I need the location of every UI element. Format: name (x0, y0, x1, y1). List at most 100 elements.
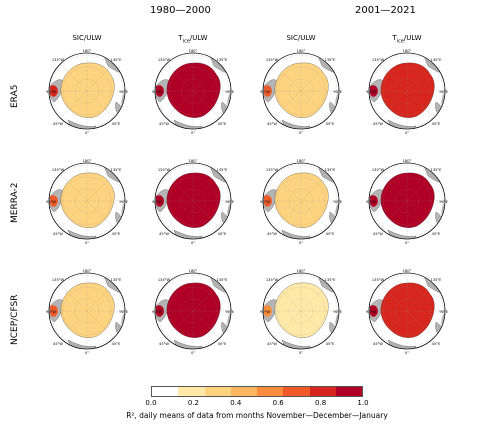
meridian-label: 135°E (325, 58, 337, 62)
map-panel-3-3: 180° 135°W 135°E 90°W 90°E 45°W 45°E 0° (256, 266, 346, 356)
land-mass (173, 339, 203, 349)
meridian-label: 135°W (372, 168, 385, 172)
colorbar-tick: 0.2 (187, 399, 199, 407)
r2-field (380, 282, 435, 338)
meridian-label: 0° (191, 241, 195, 245)
colorbar-tick: 0.8 (315, 399, 327, 407)
meridian-label: 135°E (431, 58, 443, 62)
meridian-label: 180° (189, 159, 198, 163)
map-panel-2-2: 180° 135°W 135°E 90°W 90°E 45°W 45°E 0° (148, 156, 238, 246)
land-mass (67, 119, 97, 129)
map-border (154, 52, 232, 130)
meridian-label: 45°W (53, 342, 63, 346)
colorbar-tick: 0.6 (272, 399, 284, 407)
colorbar (151, 386, 363, 397)
meridian-label: 90°E (439, 90, 448, 94)
map-border (368, 162, 446, 240)
meridian-label: 45°E (326, 342, 335, 346)
map-panel-1-3: 180° 135°W 135°E 90°W 90°E 45°W 45°E 0° (256, 46, 346, 136)
meridian-label: 90°W (366, 90, 376, 94)
meridian-label: 0° (405, 131, 409, 135)
meridian-label: 45°E (326, 232, 335, 236)
colorbar-segment (152, 387, 179, 396)
polar-map: 180° 135°W 135°E 90°W 90°E 45°W 45°E 0° (260, 159, 343, 245)
meridian-label: 45°E (432, 122, 441, 126)
graticule-meridian (166, 64, 220, 118)
meridian-label: 45°W (267, 232, 277, 236)
meridian-label: 90°W (46, 200, 56, 204)
land-mass (281, 229, 311, 239)
land-mass (281, 119, 311, 129)
map-panel-2-1: 180° 135°W 135°E 90°W 90°E 45°W 45°E 0° (42, 156, 132, 246)
meridian-label: 180° (297, 159, 306, 163)
meridian-label: 90°E (225, 200, 234, 204)
map-panel-3-1: 180° 135°W 135°E 90°W 90°E 45°W 45°E 0° (42, 266, 132, 356)
r2-field (166, 172, 221, 228)
map-border (48, 162, 126, 240)
map-panel-2-3: 180° 135°W 135°E 90°W 90°E 45°W 45°E 0° (256, 156, 346, 246)
map-border (262, 52, 340, 130)
meridian-label: 180° (189, 49, 198, 53)
meridian-label: 90°W (366, 310, 376, 314)
meridian-label: 45°E (218, 342, 227, 346)
polar-map: 180° 135°W 135°E 90°W 90°E 45°W 45°E 0° (260, 49, 343, 135)
polar-map: 180° 135°W 135°E 90°W 90°E 45°W 45°E 0° (366, 159, 449, 245)
meridian-label: 135°W (266, 58, 279, 62)
meridian-label: 90°E (119, 200, 128, 204)
colorbar-segment (230, 387, 257, 396)
meridian-label: 135°W (52, 168, 65, 172)
meridian-label: 180° (403, 159, 412, 163)
map-panel-2-4: 180° 135°W 135°E 90°W 90°E 45°W 45°E 0° (362, 156, 452, 246)
r2-field (60, 172, 115, 228)
meridian-label: 45°W (53, 122, 63, 126)
meridian-label: 45°E (112, 122, 121, 126)
land-mass (387, 119, 417, 129)
period-label-1: 1980—2000 (150, 5, 211, 16)
graticule-meridian (274, 174, 328, 228)
map-border (154, 162, 232, 240)
meridian-label: 45°W (267, 342, 277, 346)
polar-map: 180° 135°W 135°E 90°W 90°E 45°W 45°E 0° (152, 269, 235, 355)
map-panel-3-2: 180° 135°W 135°E 90°W 90°E 45°W 45°E 0° (148, 266, 238, 356)
polar-map: 180° 135°W 135°E 90°W 90°E 45°W 45°E 0° (46, 159, 129, 245)
polar-map: 180° 135°W 135°E 90°W 90°E 45°W 45°E 0° (46, 269, 129, 355)
meridian-label: 0° (191, 131, 195, 135)
map-panel-1-4: 180° 135°W 135°E 90°W 90°E 45°W 45°E 0° (362, 46, 452, 136)
meridian-label: 45°W (159, 122, 169, 126)
r2-field (274, 172, 329, 228)
meridian-label: 0° (299, 131, 303, 135)
meridian-label: 0° (85, 131, 89, 135)
column-title-4: Tice/ULW (392, 34, 422, 45)
meridian-label: 45°W (159, 342, 169, 346)
meridian-label: 135°W (158, 168, 171, 172)
meridian-label: 180° (83, 269, 92, 273)
meridian-label: 90°W (366, 200, 376, 204)
meridian-label: 180° (297, 269, 306, 273)
meridian-label: 90°E (439, 200, 448, 204)
meridian-label: 90°E (333, 310, 342, 314)
map-border (154, 272, 232, 350)
meridian-label: 90°E (119, 310, 128, 314)
period-label-2: 2001—2021 (355, 5, 416, 16)
meridian-label: 45°E (218, 122, 227, 126)
meridian-label: 135°W (372, 58, 385, 62)
meridian-label: 90°W (152, 310, 162, 314)
polar-map: 180° 135°W 135°E 90°W 90°E 45°W 45°E 0° (366, 49, 449, 135)
r2-field (274, 282, 329, 338)
meridian-label: 90°W (152, 200, 162, 204)
land-mass (173, 229, 203, 239)
row-label-merra-2: MERRA-2 (10, 182, 20, 223)
polar-map: 180° 135°W 135°E 90°W 90°E 45°W 45°E 0° (366, 269, 449, 355)
map-border (48, 52, 126, 130)
meridian-label: 90°E (225, 310, 234, 314)
map-panel-1-1: 180° 135°W 135°E 90°W 90°E 45°W 45°E 0° (42, 46, 132, 136)
meridian-label: 180° (189, 269, 198, 273)
graticule-meridian (274, 64, 328, 118)
row-label-era5: ERA5 (10, 84, 20, 108)
map-panel-3-4: 180° 135°W 135°E 90°W 90°E 45°W 45°E 0° (362, 266, 452, 356)
meridian-label: 45°E (112, 342, 121, 346)
r2-field (380, 62, 435, 118)
meridian-label: 45°E (432, 232, 441, 236)
column-title-3: SIC/ULW (286, 34, 316, 42)
meridian-label: 45°E (112, 232, 121, 236)
